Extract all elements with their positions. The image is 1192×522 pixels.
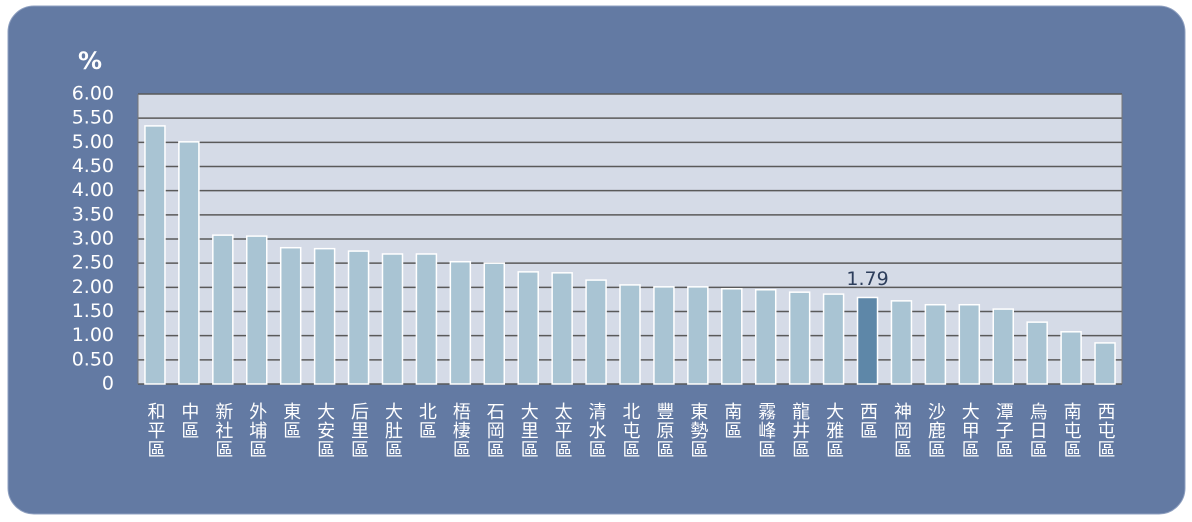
x-tick-label: 北屯區 [620,402,641,459]
y-tick-label: 0 [102,373,114,395]
y-tick-label: 3.50 [72,203,114,225]
x-tick-label: 中區 [178,402,199,440]
x-tick-label: 沙鹿區 [925,402,946,459]
x-tick-label: 后里區 [348,402,369,459]
x-tick-label: 豐原區 [653,402,674,459]
x-tick-label: 梧棲區 [450,402,471,459]
x-tick-label: 大里區 [518,402,539,459]
bar [212,234,234,385]
x-tick-label: 大肚區 [382,402,403,459]
bar [721,288,743,385]
bar [347,250,370,385]
bar [653,286,675,385]
x-tick-label: 龍井區 [789,402,810,459]
x-tick-label: 西屯區 [1095,402,1116,459]
x-tick-label: 神岡區 [891,402,912,459]
y-axis-label: % [78,47,102,75]
y-tick-label: 3.00 [72,228,114,250]
x-tick-label: 北區 [416,402,437,440]
y-tick-label: 2.50 [72,252,114,274]
x-tick-label: 新社區 [212,402,233,459]
y-tick-label: 0.50 [72,348,114,370]
bar [856,296,879,385]
bar [687,286,709,385]
bar [415,253,438,385]
x-tick-label: 大雅區 [823,402,844,459]
x-tick-label: 大甲區 [959,402,980,459]
x-tick-label: 霧峰區 [755,402,776,459]
y-tick-label: 4.00 [72,179,114,201]
y-tick-label: 4.50 [72,155,114,177]
bar [483,262,506,385]
bar [1026,321,1048,385]
bar [822,293,845,385]
y-tick-label: 5.50 [72,107,114,129]
y-tick-label: 6.00 [72,83,114,105]
x-tick-label: 西區 [857,402,878,440]
bar [144,125,166,385]
bar [246,235,268,385]
bar [1094,342,1116,385]
x-tick-label: 東勢區 [687,402,708,459]
bar [788,291,811,385]
x-tick-label: 南區 [721,402,742,440]
bar [1060,331,1082,385]
bar [279,246,302,385]
x-tick-label: 大安區 [314,402,335,459]
x-tick-label: 烏日區 [1027,402,1048,459]
x-tick-label: 和平區 [144,402,165,459]
bar [381,253,404,385]
bar [992,308,1014,385]
x-tick-label: 潭子區 [993,402,1014,459]
bar [890,300,913,385]
x-tick-label: 太平區 [552,402,573,459]
bar [551,272,573,385]
y-tick-label: 1.00 [72,324,114,346]
bar [585,279,607,385]
bar [754,289,777,385]
x-tick-label: 東區 [280,402,301,440]
x-tick-label: 清水區 [586,402,607,459]
bar [924,303,947,385]
y-tick-label: 5.00 [72,131,114,153]
data-label: 1.79 [846,268,888,290]
y-tick-label: 1.50 [72,300,114,322]
x-tick-label: 南屯區 [1061,402,1082,459]
bar [178,141,200,385]
bar [517,271,539,385]
bar [313,247,336,385]
x-tick-label: 外埔區 [246,402,267,459]
bar [958,303,981,385]
x-tick-label: 石岡區 [484,402,505,459]
bar [619,284,641,385]
y-tick-label: 2.00 [72,276,114,298]
bar [449,260,472,385]
